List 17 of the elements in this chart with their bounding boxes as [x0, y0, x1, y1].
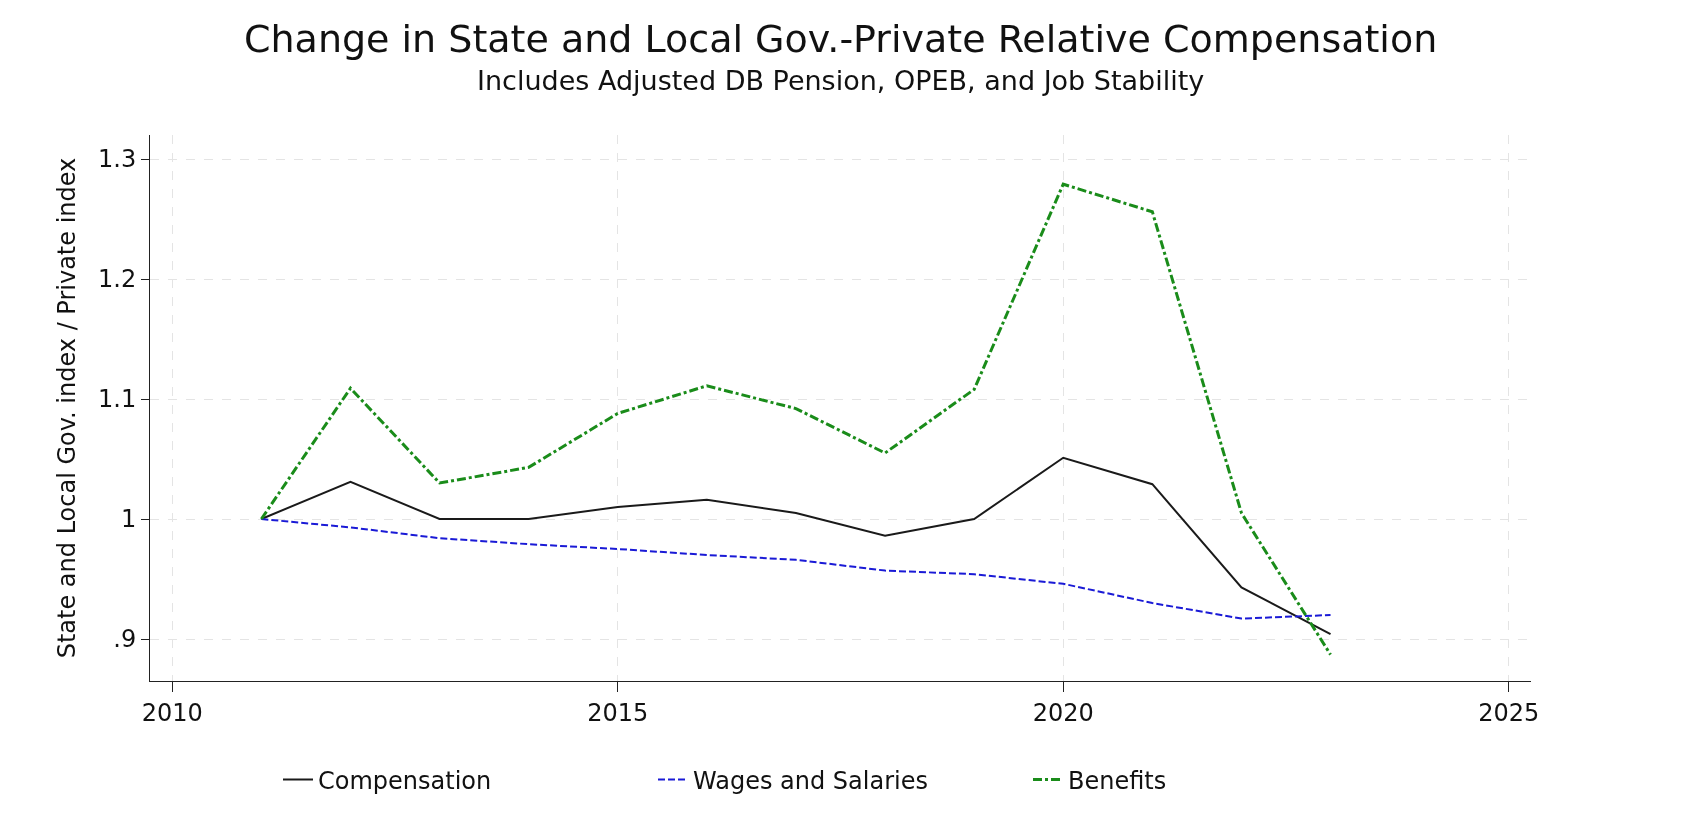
legend-label: Wages and Salaries — [693, 766, 928, 795]
y-tick-label: 1.1 — [98, 385, 137, 414]
x-tick-label: 2015 — [587, 698, 649, 727]
y-tick-label: 1.2 — [98, 265, 137, 294]
chart-title: Change in State and Local Gov.-Private Relative Compensation — [244, 17, 1438, 61]
chart-subtitle: Includes Adjusted DB Pension, OPEB, and Job Stability — [477, 65, 1205, 96]
line-series — [260, 518, 1332, 620]
y-axis-title: State and Local Gov. index / Private index — [53, 157, 82, 659]
legend-label: Compensation — [318, 766, 492, 795]
line-series — [259, 182, 1333, 657]
y-tick-label: .9 — [113, 625, 137, 654]
y-tick-label: 1.3 — [98, 145, 137, 174]
x-tick-label: 2025 — [1478, 698, 1540, 727]
x-tick-label: 2010 — [141, 698, 203, 727]
x-tick-label: 2020 — [1032, 698, 1094, 727]
y-tick-label: 1 — [120, 505, 137, 534]
legend-label: Benefits — [1068, 766, 1167, 795]
